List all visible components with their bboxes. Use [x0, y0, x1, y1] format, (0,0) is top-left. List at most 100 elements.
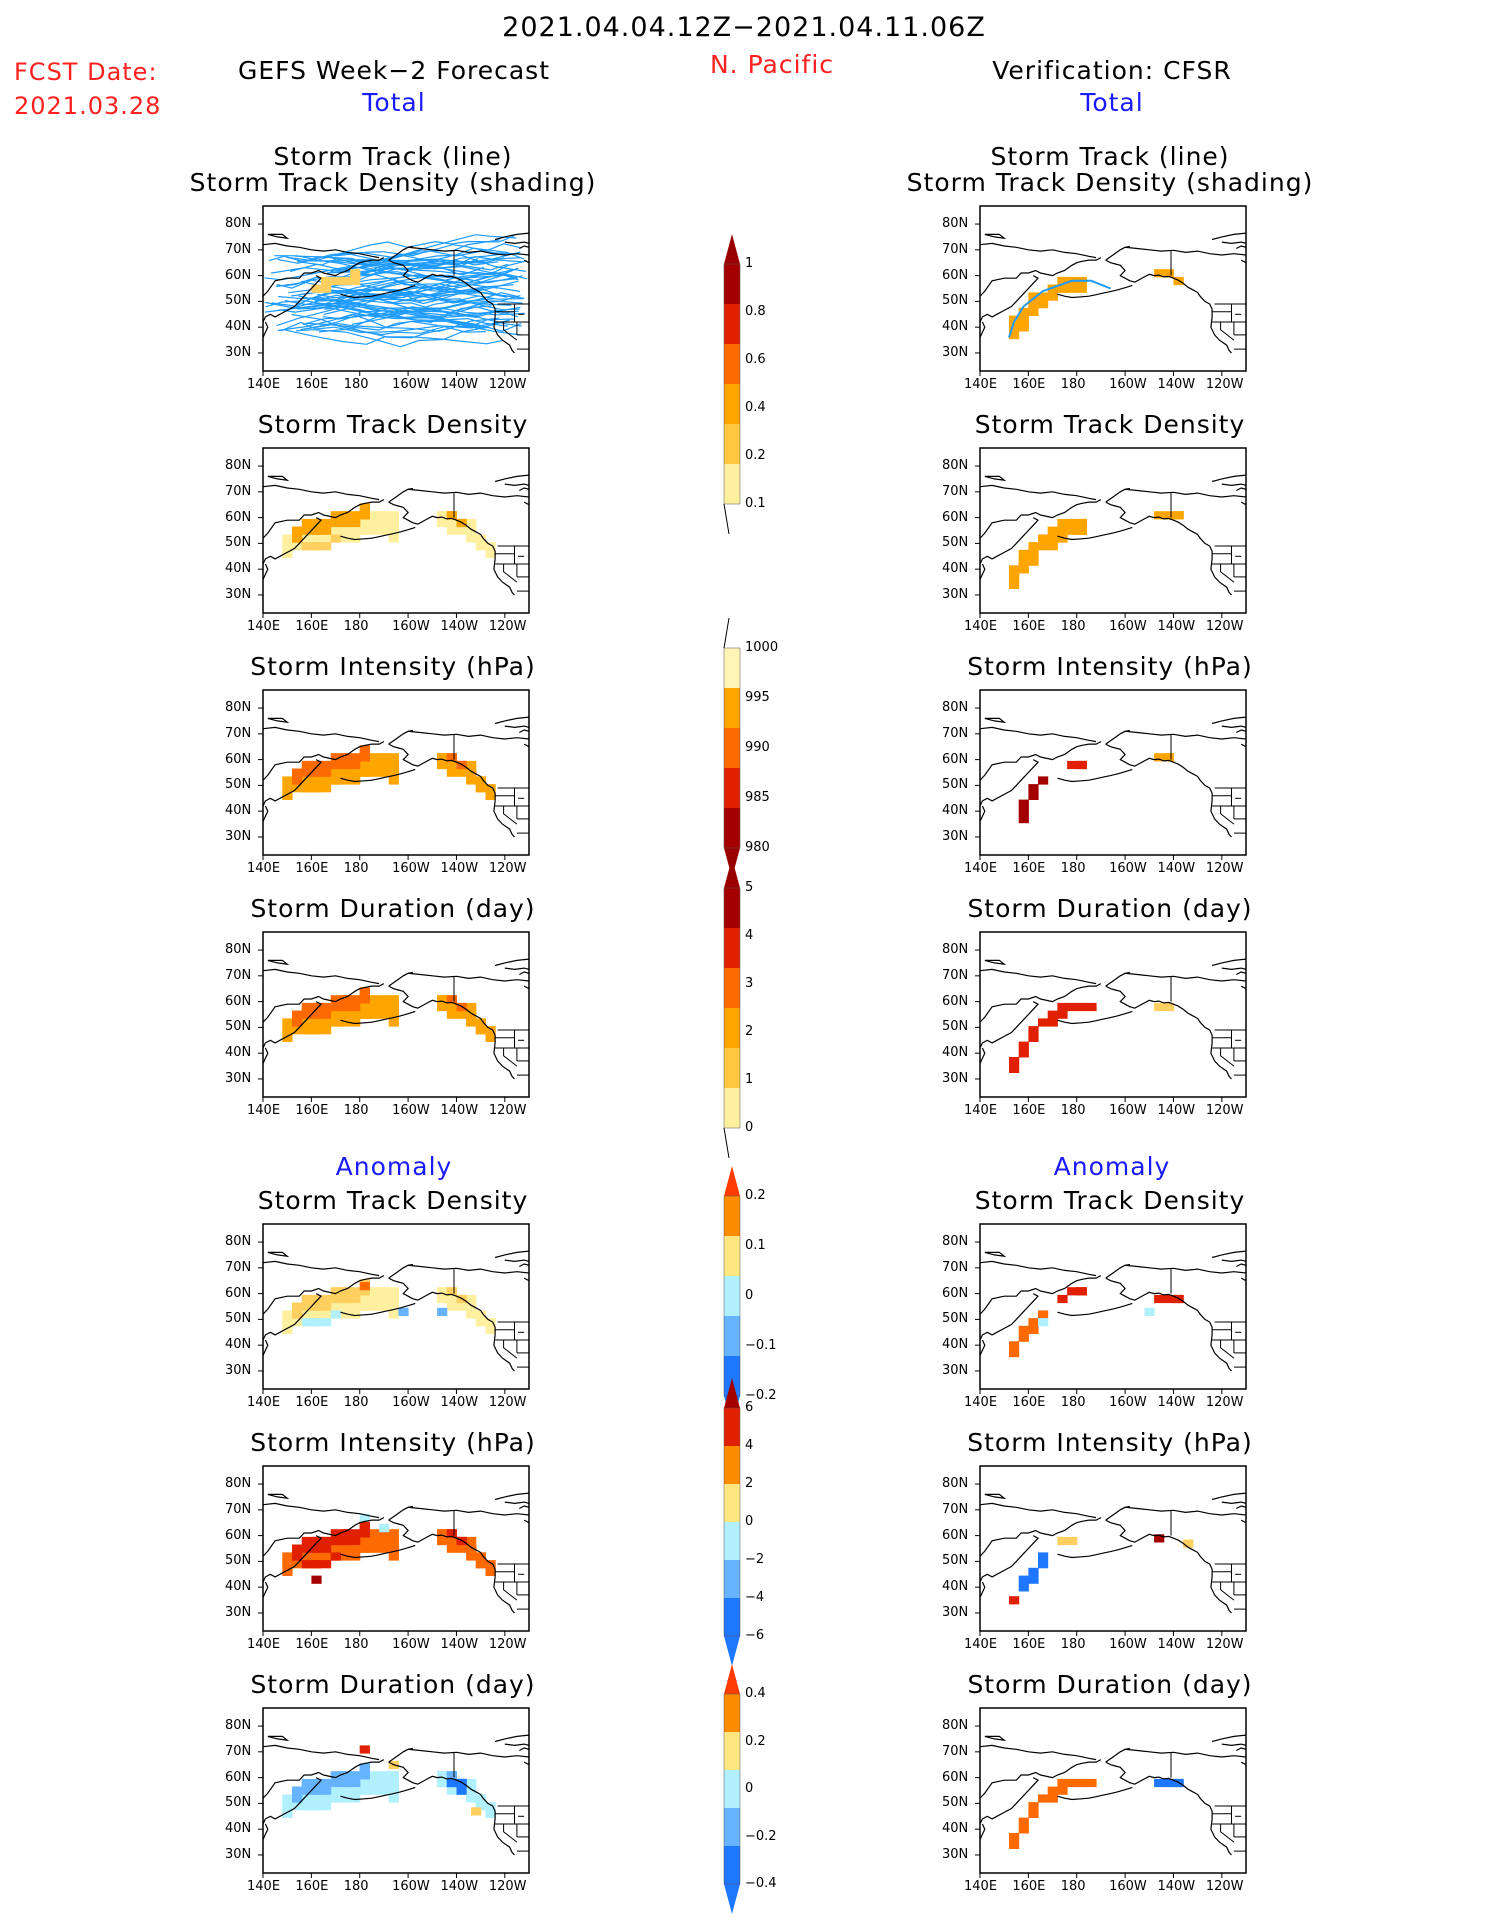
- density-cell: [311, 526, 322, 535]
- track-density-cell: [1028, 307, 1039, 316]
- colorbar-label: 2: [745, 1476, 754, 1491]
- anomaly-cell: [1018, 1575, 1029, 1584]
- anomaly-cell: [321, 1318, 332, 1327]
- anomaly-cell: [321, 1536, 332, 1546]
- anomaly-cell: [1028, 1575, 1039, 1584]
- anomaly-cell: [321, 1794, 332, 1803]
- lat-tick-label: 80N: [225, 942, 252, 958]
- anomaly-cell: [359, 1778, 370, 1788]
- colorbar-swatch: [724, 1694, 740, 1732]
- intensity-cell: [379, 753, 390, 762]
- density-cell: [350, 518, 361, 528]
- panel-title: Storm Intensity (hPa): [250, 1428, 536, 1457]
- lat-tick-label: 60N: [942, 1527, 969, 1543]
- density-cell: [1173, 511, 1184, 520]
- density-cell: [359, 518, 370, 528]
- colorbar-label: 1000: [745, 640, 779, 655]
- anomaly-cell: [388, 1552, 399, 1561]
- lat-tick-label: 30N: [942, 344, 969, 360]
- anomaly-cell: [311, 1794, 322, 1803]
- colorbar-label: −2: [745, 1552, 765, 1567]
- lat-tick-label: 60N: [942, 751, 969, 767]
- lon-tick-label: 140W: [440, 1879, 479, 1894]
- anomaly-cell: [1067, 1287, 1078, 1296]
- density-cell: [1047, 526, 1058, 535]
- colorbar-swatch: [724, 1236, 740, 1276]
- lat-tick-label: 70N: [942, 241, 969, 257]
- density-cell: [340, 526, 351, 535]
- lat-tick-label: 40N: [942, 1579, 969, 1595]
- anomaly-cell: [330, 1771, 341, 1780]
- density-cell: [359, 526, 370, 535]
- intensity-cell: [1163, 753, 1174, 762]
- lat-tick-label: 80N: [225, 1476, 252, 1492]
- density-cell: [311, 542, 322, 551]
- anomaly-cell: [359, 1536, 370, 1546]
- lon-tick-label: 140W: [440, 1103, 479, 1118]
- density-cell: [282, 534, 293, 543]
- intensity-cell: [1038, 776, 1049, 785]
- colorbar-label: −0.4: [745, 1876, 777, 1891]
- lon-tick-label: 160E: [1012, 619, 1046, 634]
- storm-track-line: [305, 320, 508, 331]
- density-cell: [369, 518, 380, 528]
- lon-tick-label: 140E: [964, 1879, 998, 1894]
- panel-title: Storm Duration (day): [250, 894, 536, 923]
- map-frame: [262, 447, 530, 614]
- colorbar-label: 4: [745, 1438, 754, 1453]
- lat-tick-label: 70N: [225, 1743, 252, 1759]
- anomaly-cell: [1028, 1567, 1039, 1576]
- colorbar-swatch: [724, 688, 740, 728]
- anomaly-cell: [301, 1778, 312, 1788]
- anomaly-cell: [1009, 1833, 1020, 1842]
- lon-tick-label: 180: [343, 1637, 369, 1652]
- duration-cell: [311, 1026, 322, 1035]
- storm-track-line: [356, 257, 505, 271]
- lon-tick-label: 180: [1060, 861, 1086, 876]
- duration-cell: [350, 1002, 361, 1012]
- duration-cell: [379, 1010, 390, 1019]
- colorbar-swatch: [724, 384, 740, 424]
- anomaly-cell: [359, 1786, 370, 1795]
- right-column-title: Verification: CFSR: [992, 56, 1232, 85]
- anomaly-cell: [330, 1552, 341, 1561]
- intensity-cell: [340, 753, 351, 762]
- lon-tick-label: 120W: [1205, 1395, 1244, 1410]
- intensity-cell: [369, 760, 380, 770]
- colorbar-swatch: [724, 1316, 740, 1356]
- left-anomaly-label: Anomaly: [335, 1152, 453, 1181]
- lat-tick-label: 80N: [942, 216, 969, 232]
- lon-tick-label: 140W: [1157, 1879, 1196, 1894]
- lon-tick-label: 140E: [964, 1395, 998, 1410]
- duration-cell: [1057, 1002, 1068, 1012]
- density-cell: [466, 526, 477, 535]
- colorbar-swatch: [724, 344, 740, 384]
- anomaly-cell: [369, 1778, 380, 1788]
- track-density-cell: [1028, 292, 1039, 301]
- lon-tick-label: 120W: [488, 861, 527, 876]
- lon-tick-label: 160E: [295, 1879, 329, 1894]
- map-panel-intensity-anom-obs: [975, 1465, 1247, 1636]
- lon-tick-label: 140E: [964, 861, 998, 876]
- anomaly-cell: [379, 1294, 390, 1304]
- anomaly-cell: [292, 1794, 303, 1803]
- lat-tick-label: 80N: [942, 700, 969, 716]
- storm-track-line: [280, 321, 473, 334]
- anomaly-cell: [311, 1294, 322, 1304]
- intensity-cell: [475, 784, 486, 793]
- panel-title: Storm Track Density: [257, 1186, 529, 1215]
- panel-title: Storm Track Density: [257, 410, 529, 439]
- anomaly-cell: [350, 1294, 361, 1304]
- intensity-cell: [466, 768, 477, 777]
- intensity-cell: [311, 784, 322, 793]
- colorbar-swatch: [724, 1484, 740, 1522]
- anomaly-cell: [485, 1809, 496, 1818]
- intensity-cell: [466, 776, 477, 785]
- lat-tick-label: 50N: [225, 1019, 252, 1035]
- anomaly-cell: [340, 1794, 351, 1803]
- density-cell: [1057, 518, 1068, 528]
- track-density-cell: [350, 269, 361, 278]
- intensity-cell: [1076, 760, 1087, 770]
- duration-cell: [1163, 1002, 1174, 1012]
- density-cell: [379, 518, 390, 528]
